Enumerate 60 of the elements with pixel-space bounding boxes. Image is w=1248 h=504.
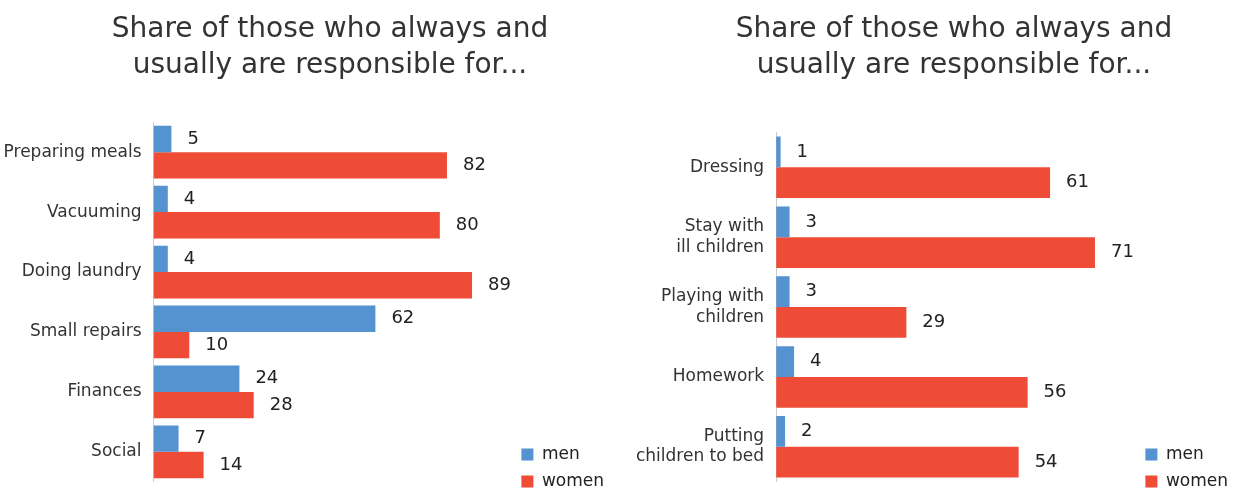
data-label: 4	[183, 186, 196, 208]
bar	[776, 346, 795, 377]
data-label: 61	[1066, 170, 1089, 192]
data-label: 5	[187, 126, 199, 148]
y-tick-label: Stay with ill children	[676, 215, 765, 256]
bar	[776, 307, 907, 338]
bar	[153, 185, 168, 213]
y-tick-label: Social	[91, 440, 142, 461]
bar	[776, 446, 1019, 478]
bar	[153, 425, 179, 452]
data-label: 71	[1110, 240, 1134, 262]
data-label: 54	[1034, 449, 1058, 471]
chart-title: Share of those who always and usually are responsible for...	[734, 10, 1174, 82]
y-tick-label: Finances	[67, 380, 142, 401]
data-label: 1	[796, 139, 809, 161]
bar	[153, 365, 240, 392]
data-label: 29	[922, 310, 946, 332]
data-label: 28	[269, 392, 293, 414]
bar	[153, 245, 168, 273]
bar	[776, 276, 790, 308]
y-tick-label: Doing laundry	[21, 260, 142, 281]
legend-label: women	[541, 469, 605, 490]
legend-label: men	[1165, 442, 1204, 463]
bar	[153, 391, 254, 419]
bar	[153, 125, 172, 153]
y-tick-label: Preparing meals	[3, 140, 142, 161]
data-label: 62	[391, 306, 415, 328]
data-label: 10	[205, 332, 229, 354]
bar	[153, 272, 473, 299]
bar	[153, 331, 190, 359]
bar	[153, 451, 204, 479]
data-label: 7	[194, 426, 207, 448]
data-label: 80	[455, 212, 479, 234]
data-label: 89	[488, 272, 511, 294]
data-label: 56	[1043, 380, 1067, 402]
data-label: 3	[805, 279, 818, 301]
data-label: 2	[801, 419, 813, 441]
bar	[153, 152, 447, 179]
data-label: 4	[183, 246, 196, 268]
bar	[776, 416, 786, 447]
data-label: 4	[810, 349, 822, 371]
bar	[776, 237, 1095, 268]
bar	[776, 167, 1051, 199]
bar	[153, 305, 376, 332]
y-tick-label: Homework	[672, 365, 765, 386]
y-tick-label: Vacuuming	[47, 200, 142, 221]
data-label: 82	[462, 153, 486, 175]
data-label: 24	[255, 366, 279, 388]
legend-label: women	[1165, 469, 1229, 490]
bar	[776, 376, 1028, 408]
data-label: 3	[805, 209, 818, 231]
y-tick-label: Small repairs	[30, 320, 142, 341]
y-tick-label: Dressing	[689, 155, 765, 176]
data-label: 14	[219, 452, 243, 474]
chart-title: Share of those who always and usually are responsible for...	[110, 10, 550, 82]
bar	[776, 206, 790, 238]
legend-label: men	[541, 442, 580, 463]
bar	[153, 212, 440, 239]
y-tick-label: Putting children to bed	[636, 425, 765, 466]
y-tick-label: Playing with children	[660, 285, 765, 326]
